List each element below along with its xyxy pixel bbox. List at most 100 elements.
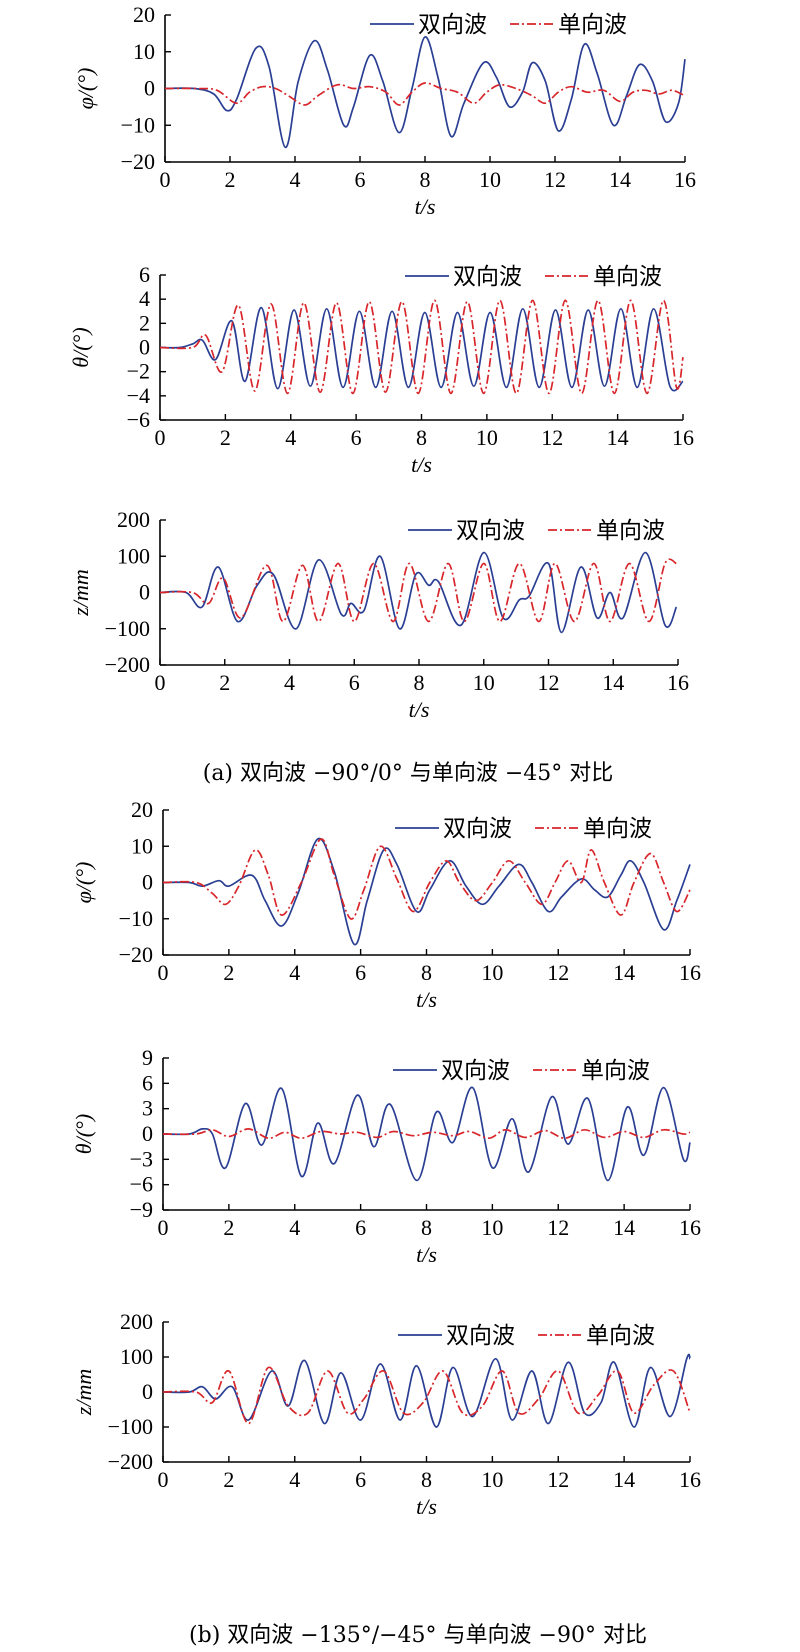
x-tick-label: 14 (609, 167, 631, 192)
x-tick-label: 12 (547, 1215, 569, 1240)
x-tick-label: 10 (479, 167, 501, 192)
x-tick-label: 0 (160, 167, 171, 192)
y-tick-label: 6 (139, 262, 150, 287)
legend-label-two-way: 双向波 (441, 1058, 510, 1084)
y-tick-label: −6 (130, 1172, 153, 1197)
y-axis-title: θ/(°) (68, 327, 93, 367)
x-axis-title: t/s (409, 697, 430, 722)
x-tick-label: 0 (158, 960, 169, 985)
series-line-one-way (162, 1366, 691, 1425)
y-tick-label: 2 (139, 310, 150, 335)
x-tick-label: 10 (481, 960, 503, 985)
x-tick-label: 6 (355, 1215, 366, 1240)
chart-a-phi: 0 2 4 6 8 10 12 14 16 −20 −10 0 10 20 t/s φ/(°) 双向波 单向波 (73, 2, 696, 219)
y-tick-label: 10 (131, 833, 153, 858)
y-tick-label: −9 (130, 1197, 153, 1222)
y-tick-label: 0 (142, 1121, 153, 1146)
x-tick-label: 2 (223, 960, 234, 985)
x-tick-label: 12 (538, 670, 560, 695)
legend-label-two-way: 双向波 (453, 264, 522, 290)
x-tick-label: 0 (158, 1467, 169, 1492)
x-tick-label: 6 (355, 167, 366, 192)
series-line-one-way (162, 1128, 691, 1140)
x-tick-label: 14 (607, 425, 629, 450)
x-tick-label: 12 (547, 960, 569, 985)
legend-label-two-way: 双向波 (456, 518, 525, 544)
x-tick-label: 16 (679, 1467, 701, 1492)
y-tick-label: −10 (121, 112, 155, 137)
y-tick-label: 200 (117, 507, 150, 532)
series-line-two-way (162, 1353, 691, 1428)
x-tick-label: 0 (155, 670, 166, 695)
y-axis-title: φ/(°) (73, 68, 98, 110)
caption-b: (b) 双向波 −135°/−45° 与单向波 −90° 对比 (189, 1623, 647, 1648)
x-tick-label: 16 (679, 1215, 701, 1240)
series-line-one-way (159, 558, 677, 623)
y-tick-label: −100 (108, 1414, 153, 1439)
x-tick-label: 2 (219, 670, 230, 695)
y-tick-label: −4 (127, 383, 150, 408)
x-tick-label: 0 (158, 1215, 169, 1240)
x-tick-label: 12 (547, 1467, 569, 1492)
x-tick-label: 4 (290, 167, 301, 192)
y-tick-label: −3 (130, 1146, 153, 1171)
y-tick-label: 6 (142, 1070, 153, 1095)
y-tick-label: −2 (127, 359, 150, 384)
y-tick-label: 20 (131, 797, 153, 822)
x-tick-label: 12 (544, 167, 566, 192)
x-tick-label: 6 (355, 1467, 366, 1492)
y-tick-label: −20 (119, 942, 153, 967)
x-tick-label: 16 (679, 960, 701, 985)
x-tick-label: 14 (613, 1215, 635, 1240)
series-line-two-way (159, 306, 684, 392)
x-tick-label: 2 (220, 425, 231, 450)
y-tick-label: −200 (105, 652, 150, 677)
y-tick-label: 0 (139, 335, 150, 360)
x-tick-label: 10 (481, 1215, 503, 1240)
chart-b-z: 0 2 4 6 8 10 12 14 16 −200 −100 0 100 200 t/s z/mm 双向波 单向… (71, 1309, 701, 1519)
y-tick-label: −200 (108, 1449, 153, 1474)
x-tick-label: 4 (285, 425, 296, 450)
x-axis-title: t/s (416, 1242, 437, 1267)
y-tick-label: −20 (121, 149, 155, 174)
x-tick-label: 2 (223, 1215, 234, 1240)
legend-label-one-way: 单向波 (586, 1323, 655, 1349)
x-axis-title: t/s (416, 987, 437, 1012)
y-tick-label: 20 (133, 2, 155, 27)
y-tick-label: 0 (142, 870, 153, 895)
y-tick-label: −6 (127, 407, 150, 432)
x-tick-label: 10 (476, 425, 498, 450)
series-line-two-way (159, 551, 678, 634)
x-tick-label: 8 (420, 167, 431, 192)
legend-label-one-way: 单向波 (558, 12, 627, 38)
x-tick-label: 8 (416, 425, 427, 450)
x-tick-label: 14 (613, 960, 635, 985)
x-tick-label: 2 (225, 167, 236, 192)
x-tick-label: 14 (613, 1467, 635, 1492)
y-tick-label: 0 (144, 76, 155, 101)
x-tick-label: 8 (421, 960, 432, 985)
series-line-two-way (164, 36, 686, 149)
x-axis-title: t/s (411, 452, 432, 477)
x-tick-label: 16 (667, 670, 689, 695)
x-tick-label: 16 (674, 167, 696, 192)
y-tick-label: 200 (120, 1309, 153, 1334)
y-tick-label: 9 (142, 1045, 153, 1070)
series-line-two-way (162, 837, 691, 946)
x-tick-label: 0 (155, 425, 166, 450)
legend-label-one-way: 单向波 (583, 816, 652, 842)
series-line-two-way (162, 1086, 691, 1182)
x-tick-label: 14 (602, 670, 624, 695)
x-tick-label: 8 (421, 1215, 432, 1240)
x-tick-label: 6 (349, 670, 360, 695)
x-tick-label: 16 (672, 425, 694, 450)
legend-label-two-way: 双向波 (443, 816, 512, 842)
x-tick-label: 6 (351, 425, 362, 450)
x-tick-label: 6 (355, 960, 366, 985)
x-tick-label: 4 (284, 670, 295, 695)
y-tick-label: 4 (139, 286, 150, 311)
legend-label-two-way: 双向波 (418, 12, 487, 38)
